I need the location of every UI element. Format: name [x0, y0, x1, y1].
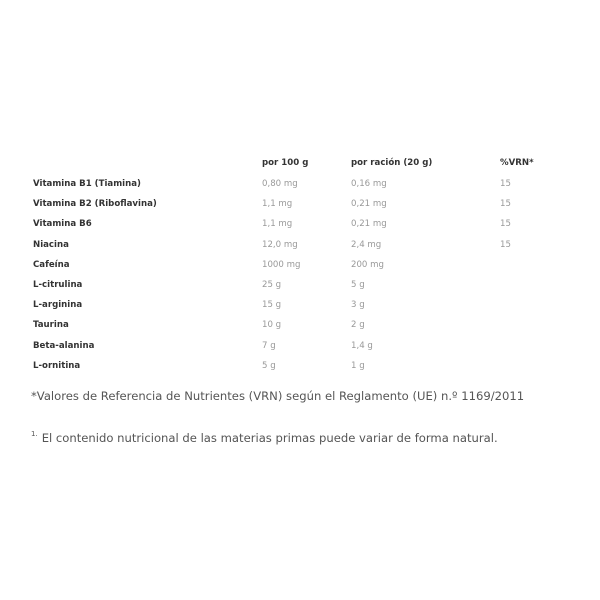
- nutrient-name: Taurina: [33, 320, 69, 331]
- table-row: L-ornitina 5 g 1 g: [0, 356, 600, 376]
- table-row: Vitamina B2 (Riboflavina) 1,1 mg 0,21 mg 15: [0, 194, 600, 214]
- value-per-serving: 200 mg: [351, 259, 384, 270]
- value-per-100g: 15 g: [262, 300, 282, 311]
- value-per-100g: 25 g: [262, 280, 282, 290]
- nutrient-name: Vitamina B1 (Tiamina): [33, 179, 141, 189]
- footnote-marker: 1.: [31, 430, 38, 438]
- value-per-100g: 1,1 mg: [262, 199, 293, 210]
- value-per-serving: 0,21 mg: [351, 199, 387, 210]
- table-row: Niacina 12,0 mg 2,4 mg 15: [0, 235, 600, 255]
- value-per-serving: 5 g: [351, 280, 365, 290]
- value-per-100g: 5 g: [262, 360, 276, 371]
- table-row: Cafeína 1000 mg 200 mg: [0, 255, 600, 275]
- header-vrn: %VRN*: [500, 158, 534, 168]
- table-row: L-arginina 15 g 3 g: [0, 295, 600, 315]
- nutrient-name: L-citrulina: [33, 280, 83, 290]
- value-per-serving: 1,4 g: [351, 340, 373, 351]
- value-per-serving: 1 g: [351, 360, 365, 371]
- value-per-100g: 0,80 mg: [262, 179, 298, 189]
- table-row: L-citrulina 25 g 5 g: [0, 275, 600, 295]
- table-row: Vitamina B6 1,1 mg 0,21 mg 15: [0, 214, 600, 234]
- value-vrn: 15: [500, 199, 511, 210]
- nutrient-name: Cafeína: [33, 259, 70, 270]
- value-per-serving: 3 g: [351, 300, 365, 311]
- footnote-text: El contenido nutricional de las materias…: [41, 431, 498, 445]
- footnote-vrn: *Valores de Referencia de Nutrientes (VR…: [31, 389, 525, 403]
- value-per-serving: 2 g: [351, 320, 365, 331]
- value-per-100g: 1,1 mg: [262, 219, 293, 230]
- value-per-100g: 7 g: [262, 340, 276, 351]
- header-per-serving: por ración (20 g): [351, 158, 433, 168]
- value-vrn: 15: [500, 179, 511, 189]
- nutrient-name: Niacina: [33, 239, 69, 250]
- value-per-serving: 0,21 mg: [351, 219, 387, 230]
- nutrient-name: Vitamina B2 (Riboflavina): [33, 199, 157, 210]
- value-vrn: 15: [500, 239, 511, 250]
- value-vrn: 15: [500, 219, 511, 230]
- table-row: Vitamina B1 (Tiamina) 0,80 mg 0,16 mg 15: [0, 174, 600, 194]
- value-per-100g: 10 g: [262, 320, 282, 331]
- nutrient-name: L-arginina: [33, 300, 83, 311]
- header-per-100g: por 100 g: [262, 158, 309, 168]
- value-per-serving: 2,4 mg: [351, 239, 382, 250]
- footnote-natural-variation: 1. El contenido nutricional de las materi…: [31, 430, 498, 445]
- value-per-100g: 12,0 mg: [262, 239, 298, 250]
- value-per-serving: 0,16 mg: [351, 179, 387, 189]
- table-row: Beta-alanina 7 g 1,4 g: [0, 336, 600, 356]
- nutrient-name: Vitamina B6: [33, 219, 92, 230]
- nutrient-name: Beta-alanina: [33, 340, 95, 351]
- table-row: Taurina 10 g 2 g: [0, 315, 600, 335]
- value-per-100g: 1000 mg: [262, 259, 301, 270]
- nutrient-name: L-ornitina: [33, 360, 81, 371]
- table-header-row: por 100 g por ración (20 g) %VRN*: [0, 153, 600, 173]
